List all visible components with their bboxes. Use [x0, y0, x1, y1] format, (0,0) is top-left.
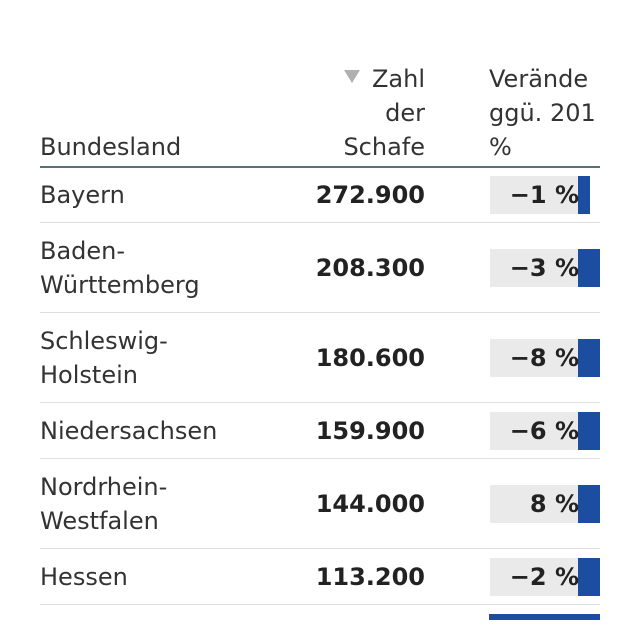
change-cell: 8 %	[490, 484, 600, 523]
change-bar	[578, 411, 600, 450]
column-header-change-line3: %	[489, 133, 512, 161]
state-name-line: Holstein	[40, 360, 138, 389]
sheep-count: 272.900	[315, 180, 425, 209]
change-value: −1 %	[509, 180, 579, 209]
change-label-background	[490, 411, 578, 450]
state-name: Nordrhein- Westfalen	[40, 470, 280, 538]
state-name: Schleswig- Holstein	[40, 324, 280, 392]
sort-descending-icon	[343, 70, 360, 83]
scroll-indicator-bar	[489, 614, 600, 620]
change-bar	[578, 338, 600, 377]
change-value: −3 %	[509, 253, 579, 282]
change-value: −8 %	[509, 343, 579, 372]
sheep-count: 180.600	[315, 343, 425, 372]
state-name-line: Niedersachsen	[40, 416, 218, 445]
table-row: Baden- Württemberg 208.300 −3 %	[40, 223, 600, 313]
column-header-change[interactable]: Verände ggü. 201 %	[489, 62, 596, 164]
column-header-count-line3: Schafe	[343, 133, 425, 161]
change-label-background	[490, 338, 578, 377]
change-value: 8 %	[529, 489, 579, 518]
state-name-line: Schleswig-	[40, 326, 168, 355]
sheep-count: 208.300	[315, 253, 425, 282]
change-cell: −2 %	[490, 557, 600, 596]
table-row: Hessen 113.200 −2 %	[40, 549, 600, 605]
state-name: Bayern	[40, 178, 280, 212]
change-label-background	[490, 248, 578, 287]
table-header: Bundesland Zahl der Schafe Verände ggü. …	[40, 60, 600, 168]
table-row: Schleswig- Holstein 180.600 −8 %	[40, 313, 600, 403]
change-cell: −6 %	[490, 411, 600, 450]
state-name-line: Hessen	[40, 562, 128, 591]
column-header-change-line1: Verände	[489, 65, 589, 93]
state-name-line: Westfalen	[40, 506, 159, 535]
change-cell: −8 %	[490, 338, 600, 377]
sheep-count: 113.200	[315, 562, 425, 591]
state-name-line: Nordrhein-	[40, 472, 168, 501]
change-bar	[578, 557, 600, 596]
change-bar	[578, 484, 600, 523]
table-row: Niedersachsen 159.900 −6 %	[40, 403, 600, 459]
sheep-count: 144.000	[315, 489, 425, 518]
change-value: −2 %	[509, 562, 579, 591]
change-cell: −3 %	[490, 248, 600, 287]
column-header-count-line1: Zahl	[371, 65, 425, 93]
state-name-line: Bayern	[40, 180, 125, 209]
sheep-count: 159.900	[315, 416, 425, 445]
column-header-state[interactable]: Bundesland	[40, 133, 182, 161]
change-bar	[578, 248, 600, 287]
change-label-background	[490, 484, 578, 523]
change-label-background	[490, 557, 578, 596]
change-cell: −1 %	[490, 175, 600, 214]
column-header-change-line2: ggü. 201	[489, 99, 596, 127]
state-name: Niedersachsen	[40, 414, 280, 448]
state-name-line: Württemberg	[40, 270, 200, 299]
table-row: Bayern 272.900 −1 %	[40, 167, 600, 223]
state-name: Baden- Württemberg	[40, 234, 280, 302]
change-value: −6 %	[509, 416, 579, 445]
column-header-count[interactable]: Zahl der Schafe	[275, 62, 425, 164]
column-header-count-line2: der	[385, 99, 425, 127]
change-bar	[578, 175, 590, 214]
state-name-line: Baden-	[40, 236, 126, 265]
sheep-table: Bundesland Zahl der Schafe Verände ggü. …	[40, 0, 600, 640]
table-row: Nordrhein- Westfalen 144.000 8 %	[40, 459, 600, 549]
state-name: Hessen	[40, 560, 280, 594]
change-label-background	[490, 175, 578, 214]
